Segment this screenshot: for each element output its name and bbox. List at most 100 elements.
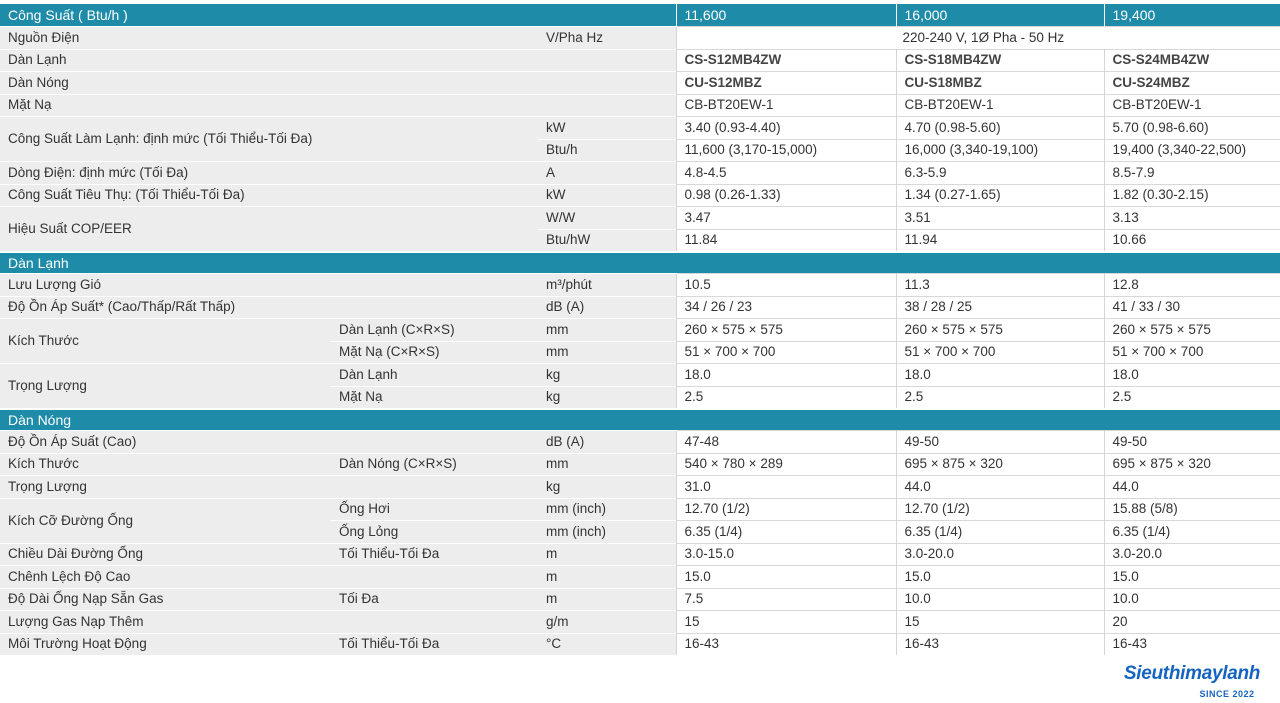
row-value: 2.5 [675,385,897,409]
row-unit: kg [538,475,676,498]
row-value: 1.82 (0.30-2.15) [1103,183,1280,207]
row-value: 3.13 [1103,206,1280,229]
row-sublabel: Dàn Nóng (C×R×S) [331,452,538,476]
capacity-header-label: Công Suất ( Btu/h ) [0,4,676,27]
row-label: Lưu Lượng Gió [0,273,538,296]
row-value: CU-S18MBZ [895,71,1105,94]
section-title: Dàn Lạnh [0,251,1280,274]
row-value: 15.88 (5/8) [1103,497,1280,521]
row-value: 38 / 28 / 25 [895,295,1105,319]
table-row: Lưu Lượng Gió m³/phút 10.5 11.3 12.8 [0,273,1280,296]
row-value: 44.0 [1103,475,1280,498]
table-row: Dòng Điện: định mức (Tối Đa) A 4.8-4.5 6… [0,161,1280,184]
row-sublabel: Tối Thiểu-Tối Đa [331,632,538,655]
row-value: 2.5 [895,385,1105,409]
row-unit: mm [538,340,676,364]
row-unit: mm [538,318,676,341]
row-label: Công Suất Làm Lạnh: định mức (Tối Thiểu-… [0,116,538,162]
table-row: Mặt Nạ (C×R×S) mm 51 × 700 × 700 51 × 70… [0,340,1280,364]
row-value: 3.47 [675,206,897,229]
row-value: 540 × 780 × 289 [675,452,897,476]
row-value: 20 [1103,610,1280,633]
row-value: 15.0 [895,565,1105,588]
row-sublabel: Mặt Nạ [331,385,538,409]
row-value: 220-240 V, 1Ø Pha - 50 Hz [675,26,1280,49]
table-row: Kích Thước Dàn Nóng (C×R×S) mm 540 × 780… [0,452,1280,476]
row-sublabel: Dàn Lạnh (C×R×S) [331,318,538,341]
row-value: 49-50 [1103,430,1280,453]
row-unit: W/W [538,206,676,229]
row-label: Trọng Lượng [0,475,538,498]
row-unit: g/m [538,610,676,633]
table-row: Mặt Nạ kg 2.5 2.5 2.5 [0,385,1280,409]
row-value: 11.3 [895,273,1105,296]
spec-table: Công Suất ( Btu/h ) 11,600 16,000 19,400… [0,4,1280,655]
row-sublabel: Tối Đa [331,587,538,611]
section-header-dan-lanh: Dàn Lạnh [0,251,1280,274]
row-value: 51 × 700 × 700 [895,340,1105,364]
section-header-dan-nong: Dàn Nóng [0,408,1280,431]
row-sublabel: Ống Hơi [331,497,538,521]
table-row: Độ Ồn Áp Suất (Cao) dB (A) 47-48 49-50 4… [0,430,1280,453]
row-label: Chênh Lệch Độ Cao [0,565,538,588]
row-value: CU-S12MBZ [675,71,897,94]
row-unit: A [538,161,676,184]
row-value: 260 × 575 × 575 [675,318,897,341]
row-unit: Btu/hW [538,228,676,252]
table-row: Dàn Lạnh CS-S12MB4ZW CS-S18MB4ZW CS-S24M… [0,48,1280,72]
row-unit: mm (inch) [538,520,676,543]
row-value: 11.84 [675,228,897,252]
row-value: 2.5 [1103,385,1280,409]
row-value: 19,400 (3,340-22,500) [1103,138,1280,162]
logo-text: Sieuthimaylanh [1123,663,1261,684]
row-value: 3.0-20.0 [1103,542,1280,566]
row-value: 10.66 [1103,228,1280,252]
row-value: CS-S18MB4ZW [895,48,1105,72]
row-unit: m [538,565,676,588]
row-unit: m [538,542,676,566]
row-label: Kích Thước [0,452,331,476]
row-value: 15.0 [675,565,897,588]
row-label: Độ Ồn Áp Suất* (Cao/Thấp/Rất Thấp) [0,295,538,319]
logo-since: SINCE 2022 [1199,689,1255,699]
row-value: 6.35 (1/4) [1103,520,1280,543]
row-unit: mm [538,452,676,476]
row-value: CS-S24MB4ZW [1103,48,1280,72]
row-unit: kg [538,363,676,386]
row-value: 31.0 [675,475,897,498]
row-label: Lượng Gas Nạp Thêm [0,610,538,633]
row-unit: m [538,587,676,611]
row-value: 51 × 700 × 700 [1103,340,1280,364]
row-value: 18.0 [1103,363,1280,386]
row-unit: kg [538,385,676,409]
row-label: Hiệu Suất COP/EER [0,206,538,252]
table-row: Công Suất Làm Lạnh: định mức (Tối Thiểu-… [0,116,1280,162]
row-value: CB-BT20EW-1 [895,93,1105,117]
row-value: 15 [675,610,897,633]
row-label: Chiều Dài Đường Ống [0,542,331,566]
row-unit: kW [538,116,676,139]
row-value: 10.0 [1103,587,1280,611]
model-capacity-3: 19,400 [1103,4,1280,27]
row-value: 3.51 [895,206,1105,229]
row-value: 11,600 (3,170-15,000) [675,138,897,162]
row-value: 10.0 [895,587,1105,611]
row-value: 695 × 875 × 320 [1103,452,1280,476]
table-row: Trọng Lượng Dàn Lạnh kg 18.0 18.0 18.0 [0,363,1280,409]
row-value: 0.98 (0.26-1.33) [675,183,897,207]
row-value: 6.3-5.9 [895,161,1105,184]
row-label: Độ Dài Ống Nạp Sẵn Gas [0,587,331,611]
row-label: Trọng Lượng [0,363,331,409]
row-unit: kW [538,183,676,207]
row-value: 12.8 [1103,273,1280,296]
row-value: 8.5-7.9 [1103,161,1280,184]
table-row: Nguồn Điện V/Pha Hz 220-240 V, 1Ø Pha - … [0,26,1280,49]
row-value: 18.0 [675,363,897,386]
row-sublabel: Ống Lỏng [331,520,538,543]
row-value: 7.5 [675,587,897,611]
row-value: 16-43 [895,632,1105,655]
watermark-logo: Sieuthimaylanh SINCE 2022 [1108,664,1276,700]
row-value: 695 × 875 × 320 [895,452,1105,476]
row-value: CS-S12MB4ZW [675,48,897,72]
row-value: 3.40 (0.93-4.40) [675,116,897,139]
